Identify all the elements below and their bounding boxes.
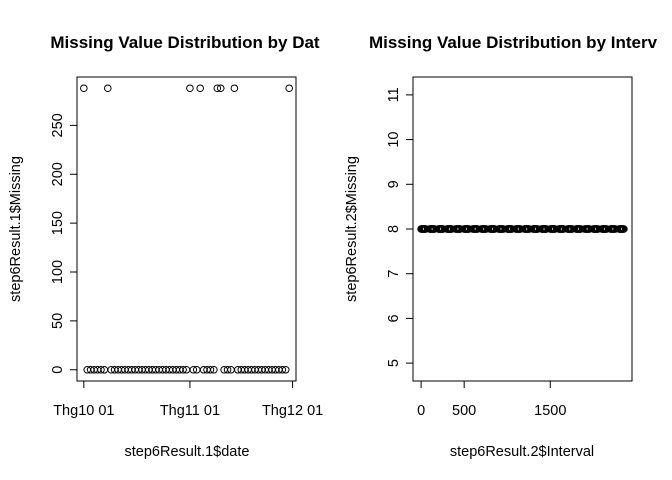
left-y-tick-label: 0 — [50, 366, 66, 374]
left-x-tick-label: Thg11 01 — [160, 403, 220, 419]
left-data-point — [186, 84, 194, 93]
right-y-tick-label: 5 — [386, 359, 402, 367]
right-data-point — [620, 225, 628, 233]
right-y-tick-label: 9 — [386, 180, 402, 188]
left-y-tick-label: 200 — [50, 162, 66, 186]
left-x-tick-label: Thg12 01 — [262, 403, 323, 419]
left-chart: Missing Value Distribution by Dat Thg10 … — [8, 33, 323, 460]
left-data-point — [189, 365, 198, 374]
left-data-point — [103, 84, 112, 93]
right-axes: 0 500 1500 5 6 7 8 9 10 11 — [386, 87, 566, 419]
right-y-tick-label: 7 — [386, 270, 402, 278]
left-y-tick-label: 150 — [50, 211, 66, 235]
left-y-axis-label: step6Result.1$Missing — [8, 156, 24, 302]
right-x-tick-label: 500 — [452, 403, 476, 419]
left-y-tick-label: 50 — [50, 313, 66, 329]
left-data-point — [281, 365, 290, 374]
left-x-axis-label: step6Result.1$date — [125, 444, 250, 460]
left-data-point — [223, 365, 232, 374]
left-axes: Thg10 01 Thg11 01 Thg12 01 0 50 100 150 200 250 — [50, 113, 323, 419]
right-y-axis-label: step6Result.2$Missing — [344, 156, 360, 302]
right-x-tick-label: 1500 — [534, 403, 566, 419]
right-chart-title: Missing Value Distribution by Interv — [369, 33, 658, 52]
right-x-axis-label: step6Result.2$Interval — [450, 444, 594, 460]
left-x-tick-label: Thg10 01 — [53, 403, 114, 419]
left-chart-title: Missing Value Distribution by Dat — [50, 33, 320, 52]
right-y-tick-label: 11 — [386, 87, 402, 102]
left-plot-frame — [76, 76, 297, 382]
left-data-point — [278, 365, 287, 374]
right-x-tick-label: 0 — [417, 403, 425, 419]
left-data-point — [230, 84, 239, 93]
left-data-point — [206, 365, 215, 374]
left-y-tick-label: 250 — [50, 113, 66, 137]
right-y-tick-label: 10 — [386, 132, 402, 148]
left-data-point — [210, 365, 218, 374]
left-data-point — [196, 84, 204, 93]
right-y-tick-label: 8 — [386, 225, 402, 233]
left-points — [80, 84, 293, 374]
left-data-point — [216, 84, 225, 93]
right-chart: Missing Value Distribution by Interv 0 50… — [344, 33, 658, 460]
left-data-point — [213, 84, 222, 93]
left-y-tick-label: 100 — [50, 260, 66, 284]
right-points — [417, 225, 628, 233]
right-y-tick-label: 6 — [386, 314, 402, 322]
left-data-point — [97, 365, 105, 374]
left-data-point — [179, 365, 187, 374]
left-data-point — [80, 84, 88, 93]
left-data-point — [285, 84, 293, 93]
